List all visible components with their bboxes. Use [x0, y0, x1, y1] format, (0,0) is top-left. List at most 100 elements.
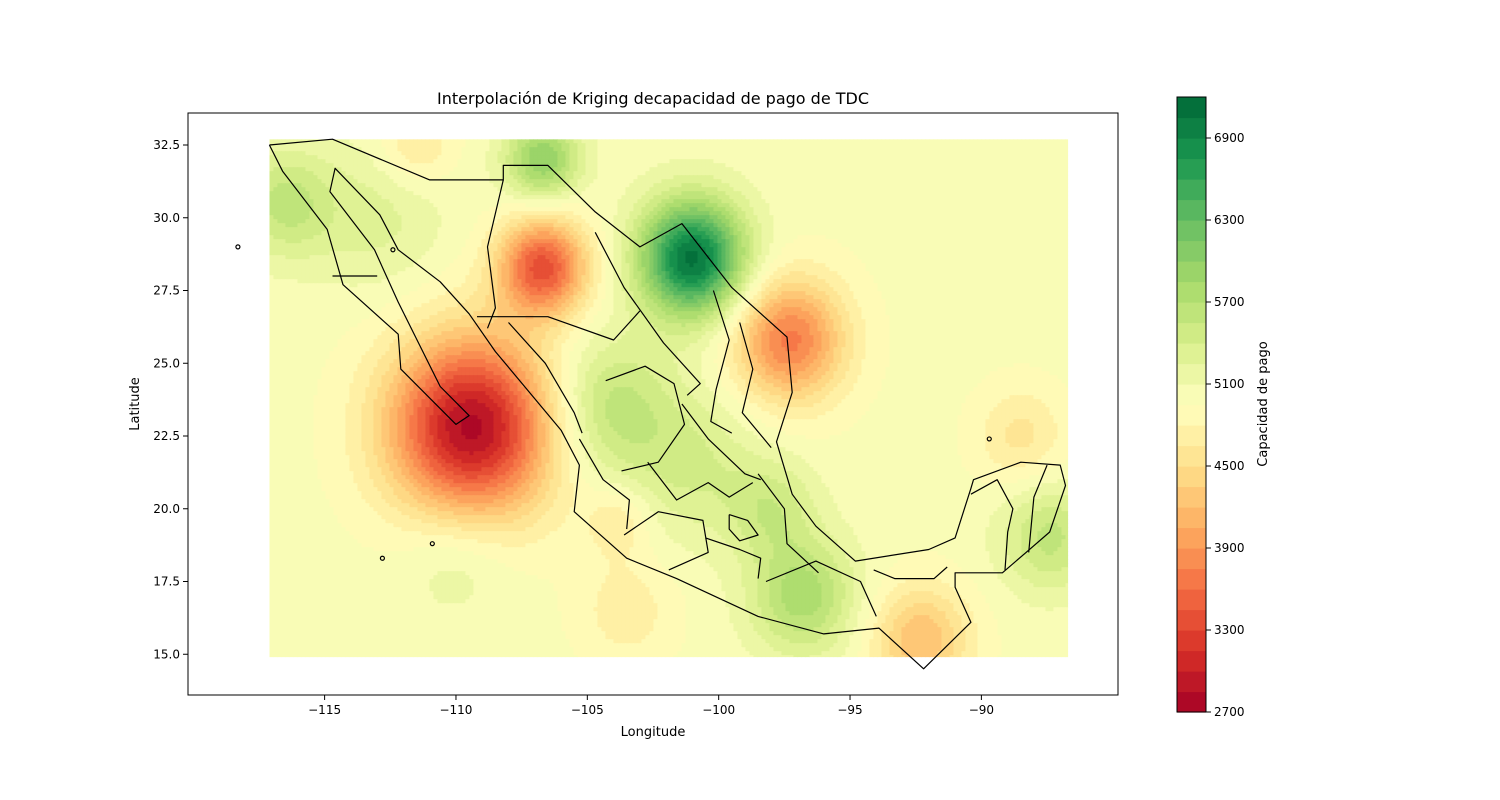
surface-cell	[589, 199, 594, 204]
surface-cell	[289, 223, 294, 228]
surface-cell	[805, 191, 810, 196]
surface-cell	[513, 227, 518, 232]
surface-cell	[629, 143, 634, 148]
surface-cell	[597, 199, 602, 204]
surface-cell	[793, 231, 798, 236]
surface-cell	[409, 227, 414, 232]
surface-cell	[321, 163, 326, 168]
surface-cell	[1045, 215, 1050, 220]
surface-cell	[1057, 139, 1062, 144]
surface-cell	[721, 183, 726, 188]
surface-cell	[501, 143, 506, 148]
surface-cell	[473, 231, 478, 236]
surface-cell	[589, 187, 594, 192]
surface-cell	[377, 143, 382, 148]
surface-cell	[977, 219, 982, 224]
surface-cell	[797, 219, 802, 224]
surface-cell	[433, 219, 438, 224]
surface-cell	[401, 147, 406, 152]
surface-cell	[401, 183, 406, 188]
surface-cell	[809, 231, 814, 236]
surface-cell	[745, 215, 750, 220]
surface-cell	[929, 219, 934, 224]
surface-cell	[533, 167, 538, 172]
surface-cell	[825, 143, 830, 148]
surface-cell	[617, 211, 622, 216]
surface-cell	[613, 219, 618, 224]
surface-cell	[641, 195, 646, 200]
surface-cell	[481, 151, 486, 156]
surface-cell	[1013, 211, 1018, 216]
surface-cell	[845, 215, 850, 220]
surface-cell	[1037, 203, 1042, 208]
surface-cell	[1005, 211, 1010, 216]
surface-cell	[585, 143, 590, 148]
surface-cell	[833, 179, 838, 184]
surface-cell	[1033, 195, 1038, 200]
surface-cell	[981, 175, 986, 180]
surface-cell	[577, 215, 582, 220]
surface-cell	[369, 139, 374, 144]
surface-cell	[1053, 191, 1058, 196]
surface-cell	[825, 215, 830, 220]
surface-cell	[837, 235, 842, 240]
surface-cell	[625, 183, 630, 188]
surface-cell	[829, 199, 834, 204]
surface-cell	[521, 143, 526, 148]
surface-cell	[993, 215, 998, 220]
surface-cell	[1017, 195, 1022, 200]
surface-cell	[441, 219, 446, 224]
surface-cell	[609, 215, 614, 220]
surface-cell	[857, 223, 862, 228]
surface-cell	[513, 219, 518, 224]
surface-cell	[429, 215, 434, 220]
surface-cell	[541, 171, 546, 176]
surface-cell	[301, 223, 306, 228]
surface-cell	[421, 171, 426, 176]
surface-cell	[885, 203, 890, 208]
surface-cell	[837, 223, 842, 228]
surface-cell	[657, 215, 662, 220]
surface-cell	[281, 235, 286, 240]
surface-cell	[589, 143, 594, 148]
surface-cell	[689, 171, 694, 176]
surface-cell	[497, 207, 502, 212]
surface-cell	[1001, 179, 1006, 184]
surface-cell	[905, 187, 910, 192]
surface-cell	[797, 215, 802, 220]
surface-cell	[657, 151, 662, 156]
surface-cell	[897, 227, 902, 232]
surface-cell	[289, 147, 294, 152]
surface-cell	[405, 195, 410, 200]
surface-cell	[541, 215, 546, 220]
surface-cell	[301, 191, 306, 196]
surface-cell	[349, 151, 354, 156]
surface-cell	[949, 227, 954, 232]
surface-cell	[489, 175, 494, 180]
surface-cell	[817, 139, 822, 144]
surface-cell	[737, 163, 742, 168]
surface-cell	[753, 227, 758, 232]
surface-cell	[277, 139, 282, 144]
surface-cell	[325, 203, 330, 208]
surface-cell	[801, 187, 806, 192]
surface-cell	[989, 139, 994, 144]
surface-cell	[997, 175, 1002, 180]
surface-cell	[333, 211, 338, 216]
surface-cell	[773, 159, 778, 164]
surface-cell	[445, 147, 450, 152]
surface-cell	[561, 151, 566, 156]
surface-cell	[457, 147, 462, 152]
surface-cell	[973, 227, 978, 232]
surface-cell	[317, 231, 322, 236]
surface-cell	[529, 159, 534, 164]
surface-cell	[1025, 223, 1030, 228]
surface-cell	[885, 139, 890, 144]
surface-cell	[737, 227, 742, 232]
surface-cell	[517, 151, 522, 156]
surface-cell	[713, 151, 718, 156]
surface-cell	[341, 219, 346, 224]
surface-cell	[453, 219, 458, 224]
surface-cell	[941, 183, 946, 188]
surface-cell	[953, 147, 958, 152]
